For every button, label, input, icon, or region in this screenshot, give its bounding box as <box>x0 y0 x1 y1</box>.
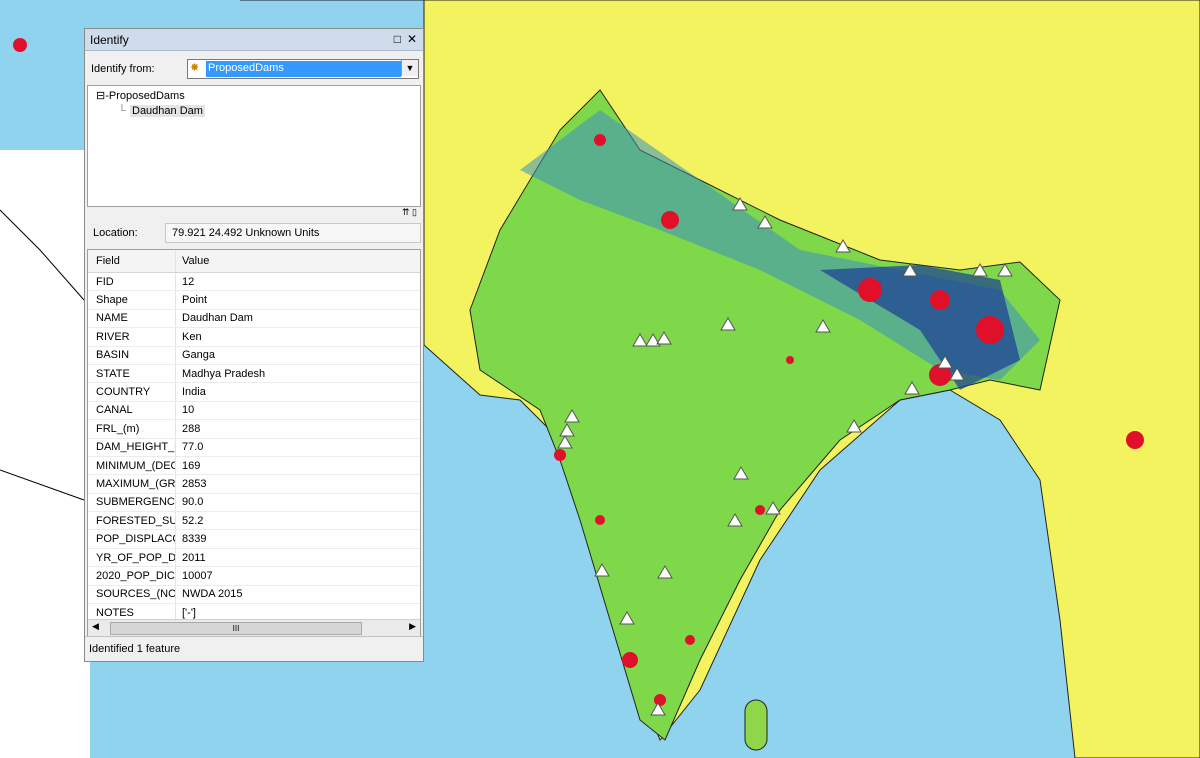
field-cell: SOURCES_(NOC <box>88 585 176 604</box>
value-cell: Daudhan Dam <box>182 312 253 325</box>
table-row: POP_DISPLACC 8339 <box>88 530 420 549</box>
table-row: MAXIMUM_(GRC 2853 <box>88 475 420 494</box>
value-cell: 2853 <box>182 477 207 490</box>
density-hotspots <box>13 38 1144 706</box>
identify-window: Identify □ ✕ Identify from: ✸ ProposedDa… <box>84 28 424 662</box>
table-row: 2020_POP_DIC 10007 <box>88 567 420 586</box>
value-cell: 77.0 <box>182 441 204 454</box>
dam-markers <box>557 197 1013 716</box>
field-cell: SUBMERGENCEC <box>88 493 176 512</box>
location-value: 79.921 24.492 Unknown Units <box>165 223 421 243</box>
value-cell: 10 <box>182 404 195 417</box>
table-row: FORESTED_SUC 52.2 <box>88 512 420 531</box>
window-title: Identify <box>90 32 129 47</box>
location-label: Location: <box>93 227 138 239</box>
layer-dropdown[interactable]: ✸ ProposedDams ▼ <box>187 59 419 79</box>
table-row: DAM_HEIGHT_C 77.0 <box>88 438 420 457</box>
table-row: NAME Daudhan Dam <box>88 309 420 329</box>
value-cell: 169 <box>182 459 201 472</box>
value-cell: Ken <box>182 330 202 343</box>
table-row: SUBMERGENCEC 90.0 <box>88 493 420 513</box>
sri-lanka <box>744 699 768 751</box>
close-button[interactable]: ✕ <box>406 32 417 46</box>
field-cell: MINIMUM_(DEC <box>88 456 176 475</box>
outside-land <box>0 150 90 758</box>
pane-buttons[interactable]: ⇈ ▯ <box>402 207 417 217</box>
table-row: STATE Madhya Pradesh <box>88 364 420 384</box>
layer-icon: ✸ <box>190 62 200 74</box>
horizontal-scrollbar[interactable]: ◀ III ▶ <box>88 619 420 636</box>
field-cell: NAME <box>88 309 176 328</box>
value-cell: Point <box>182 294 208 307</box>
scroll-thumb[interactable]: III <box>110 622 362 635</box>
status-text: Identified 1 feature <box>89 643 181 655</box>
location-row: Location: 79.921 24.492 Unknown Units <box>87 222 421 244</box>
identify-from-row: Identify from: ✸ ProposedDams ▼ <box>91 59 419 79</box>
field-cell: FORESTED_SUC <box>88 512 176 530</box>
value-cell: ['-'] <box>182 606 196 619</box>
field-cell: DAM_HEIGHT_C <box>88 438 176 456</box>
field-cell: MAXIMUM_(GRC <box>88 475 176 493</box>
field-cell: NOTES <box>88 604 176 622</box>
table-row: FRL_(m) 288 <box>88 420 420 439</box>
field-cell: Shape <box>88 291 176 309</box>
table-row: BASIN Ganga <box>88 346 420 365</box>
value-cell: NWDA 2015 <box>182 588 243 601</box>
field-cell: STATE <box>88 364 176 383</box>
title-bar: Identify <box>85 29 423 51</box>
scroll-left[interactable]: ◀ <box>92 621 99 631</box>
identify-from-label: Identify from: <box>91 63 155 75</box>
field-cell: POP_DISPLACC <box>88 530 176 548</box>
field-cell: 2020_POP_DIC <box>88 567 176 585</box>
table-body: FID 12 Shape Point NAME Daudhan Dam RIVER Ken BA… <box>88 273 420 623</box>
field-cell: COUNTRY <box>88 383 176 401</box>
field-cell: FRL_(m) <box>88 420 176 438</box>
border <box>0 209 85 501</box>
field-cell: BASIN <box>88 346 176 364</box>
dropdown-arrow[interactable]: ▼ <box>401 60 418 76</box>
table-row: COUNTRY India <box>88 383 420 402</box>
value-cell: 8339 <box>182 533 207 546</box>
table-row: CANAL 10 <box>88 401 420 421</box>
status-bar: Identified 1 feature <box>85 636 423 661</box>
header-field: Field <box>88 250 176 272</box>
table-row: RIVER Ken <box>88 328 420 347</box>
value-cell: Madhya Pradesh <box>182 367 266 380</box>
value-cell: 90.0 <box>182 496 204 509</box>
field-cell: YR_OF_POP_DC <box>88 548 176 567</box>
dropdown-value: ProposedDams <box>206 61 401 77</box>
value-cell: 12 <box>182 275 195 288</box>
tree-layer[interactable]: ⊟-ProposedDams <box>96 90 185 102</box>
table-row: YR_OF_POP_DC 2011 <box>88 548 420 568</box>
result-tree: ⊟-ProposedDams └ Daudhan Dam <box>87 85 421 207</box>
field-cell: FID <box>88 273 176 291</box>
value-cell: Ganga <box>182 349 216 362</box>
value-cell: 288 <box>182 422 201 435</box>
table-row: Shape Point <box>88 291 420 310</box>
scroll-right[interactable]: ▶ <box>409 621 416 631</box>
tree-layer-label: ProposedDams <box>108 90 185 102</box>
table-row: FID 12 <box>88 273 420 292</box>
value-cell: India <box>182 386 206 399</box>
table-row: MINIMUM_(DEC 169 <box>88 456 420 476</box>
value-cell: 52.2 <box>182 514 204 527</box>
value-cell: 10007 <box>182 569 213 582</box>
table-row: SOURCES_(NOC NWDA 2015 <box>88 585 420 605</box>
tree-connector: └ <box>118 105 126 117</box>
field-cell: CANAL <box>88 401 176 420</box>
table-header: Field Value <box>88 250 420 273</box>
tree-feature[interactable]: Daudhan Dam <box>130 105 205 117</box>
field-cell: RIVER <box>88 328 176 346</box>
attribute-table: Field Value FID 12 Shape Point NAME Daudhan D… <box>87 249 421 637</box>
header-value: Value <box>182 255 210 267</box>
maximize-button[interactable]: □ <box>393 32 401 46</box>
value-cell: 2011 <box>182 551 206 564</box>
